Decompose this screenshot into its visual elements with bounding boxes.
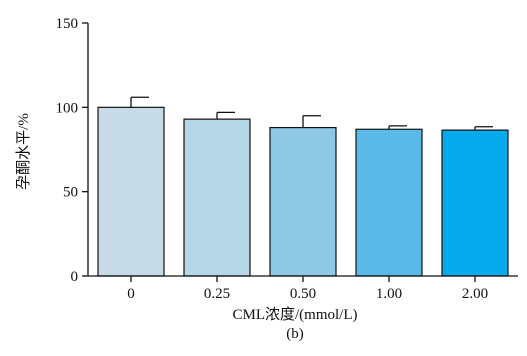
x-axis-title: CML浓度/(mmol/L) bbox=[233, 306, 358, 323]
bar bbox=[441, 129, 509, 277]
bar bbox=[97, 106, 165, 277]
y-tick-label: 100 bbox=[56, 100, 79, 116]
y-axis-title: 孕酮水平/% bbox=[15, 113, 32, 190]
x-tick-label: 2.00 bbox=[462, 286, 488, 302]
bar bbox=[355, 128, 423, 277]
y-tick-label: 150 bbox=[56, 16, 79, 32]
panel-label: (b) bbox=[286, 326, 304, 342]
bar bbox=[269, 126, 337, 277]
x-tick-label: 1.00 bbox=[376, 286, 402, 302]
x-tick-label: 0.25 bbox=[204, 286, 230, 302]
bar bbox=[183, 118, 251, 277]
x-tick-label: 0.50 bbox=[290, 286, 316, 302]
y-tick-label: 50 bbox=[63, 185, 78, 201]
y-tick-label: 0 bbox=[71, 269, 79, 285]
x-tick-label: 0 bbox=[127, 286, 135, 302]
